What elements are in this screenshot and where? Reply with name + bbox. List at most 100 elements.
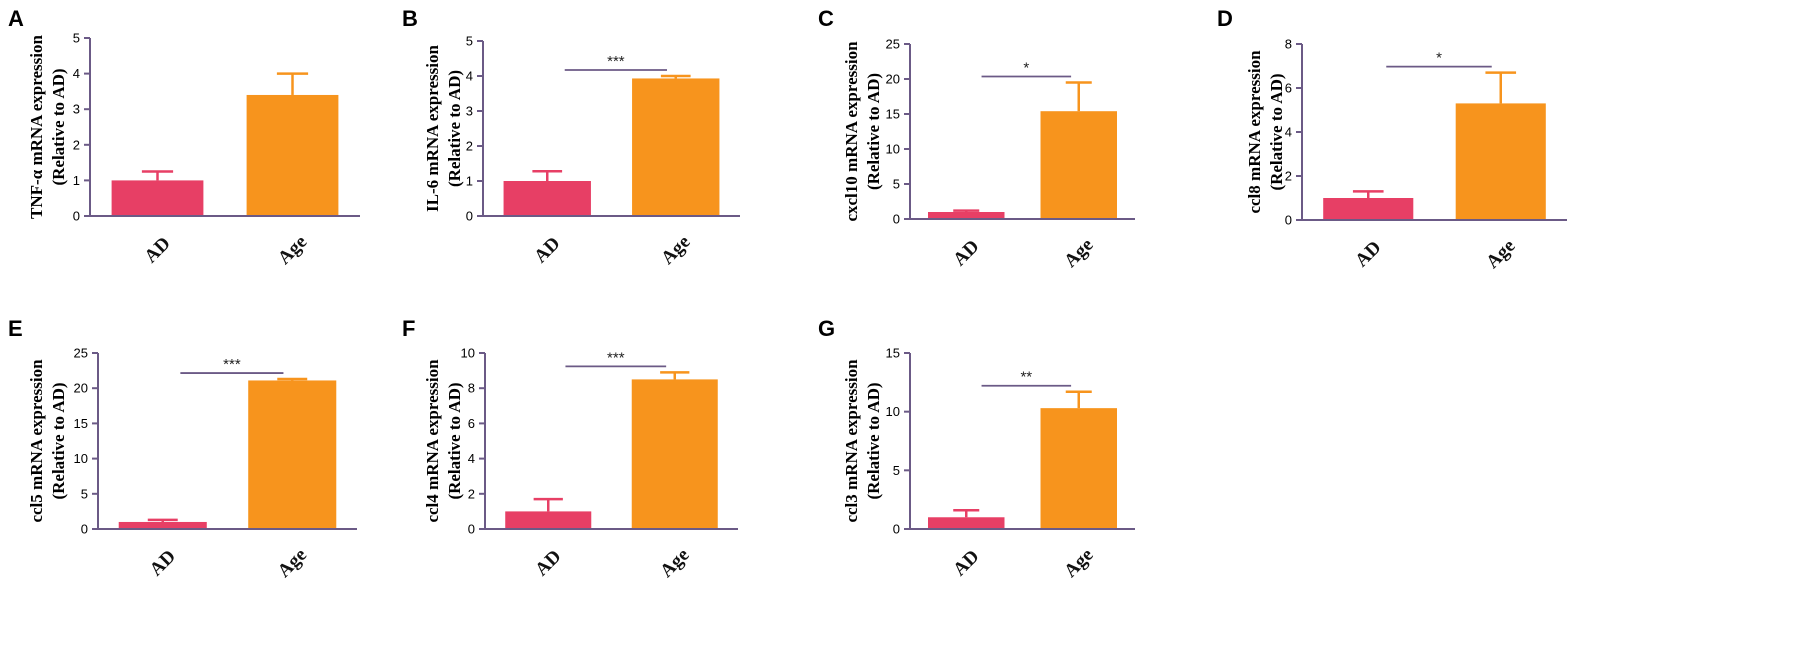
panel-letter: F [402,316,415,341]
y-tick-label: 25 [74,346,88,361]
y-axis-label-sub: (Relative to AD) [49,68,68,185]
bar-age [248,380,337,529]
category-label: Age [1060,544,1097,581]
y-axis-label-sub: (Relative to AD) [1267,73,1286,190]
y-tick-label: 15 [886,346,900,361]
bar-age [1040,408,1117,529]
significance-label: *** [607,53,625,70]
y-tick-label: 2 [73,137,80,152]
category-label: AD [1351,237,1385,271]
y-axis-label-sub: (Relative to AD) [49,382,68,499]
y-tick-label: 0 [893,212,900,227]
category-label: Age [274,544,311,581]
bar-age [1040,111,1117,219]
y-tick-label: 5 [466,34,473,49]
y-axis-label: ccl3 mRNA expression [842,359,861,523]
y-tick-label: 6 [468,416,475,431]
significance-label: *** [223,356,241,373]
y-axis-label-sub: (Relative to AD) [864,73,883,190]
y-tick-label: 0 [1285,213,1292,228]
y-tick-label: 5 [893,177,900,192]
panel-letter: A [8,6,24,31]
bar-ad [928,212,1005,219]
panel-letter: G [818,316,835,341]
y-tick-label: 0 [893,522,900,537]
category-label: Age [657,231,694,268]
y-tick-label: 1 [466,174,473,189]
y-axis-label: TNF-α mRNA expression [27,35,46,219]
y-tick-label: 3 [466,104,473,119]
y-axis-label: IL-6 mRNA expression [423,45,442,212]
y-tick-label: 10 [461,346,475,361]
y-axis-label-sub: (Relative to AD) [864,382,883,499]
bar-ad [111,180,204,216]
y-tick-label: 15 [886,107,900,122]
bar-age [632,78,720,216]
y-tick-label: 5 [73,31,80,46]
y-tick-label: 20 [886,72,900,87]
y-tick-label: 25 [886,37,900,52]
y-tick-label: 8 [468,381,475,396]
y-tick-label: 0 [466,209,473,224]
bar-ad [503,181,591,216]
bar-age [246,94,339,216]
y-tick-label: 6 [1285,81,1292,96]
y-tick-label: 2 [1285,169,1292,184]
y-tick-label: 0 [73,209,80,224]
y-tick-label: 10 [886,404,900,419]
panel-b: B IL-6 mRNA expression (Relative to AD) AD A… [402,6,740,269]
bar-ad [505,511,592,529]
category-label: Age [274,231,311,268]
y-tick-label: 4 [1285,125,1292,140]
y-tick-label: 20 [74,381,88,396]
y-tick-label: 15 [74,416,88,431]
y-tick-label: 10 [74,451,88,466]
y-tick-label: 4 [73,66,80,81]
category-label: AD [949,236,983,270]
category-label: Age [656,544,693,581]
category-label: AD [140,233,174,267]
y-tick-label: 4 [468,451,475,466]
category-label: Age [1060,234,1097,271]
y-tick-label: 5 [893,463,900,478]
significance-label: ** [1020,369,1032,386]
category-label: AD [531,546,565,580]
y-tick-label: 8 [1285,37,1292,52]
y-tick-label: 2 [466,139,473,154]
y-axis-label: cxcl10 mRNA expression [842,41,861,222]
y-tick-label: 1 [73,173,80,188]
y-axis-label: ccl5 mRNA expression [27,359,46,523]
panel-letter: E [8,316,23,341]
panel-letter: D [1217,6,1233,31]
y-tick-label: 10 [886,142,900,157]
bar-ad [928,517,1005,529]
y-axis-label-sub: (Relative to AD) [445,70,464,187]
category-label: Age [1482,235,1519,272]
y-axis-label-sub: (Relative to AD) [445,382,464,499]
y-tick-label: 0 [81,522,88,537]
y-tick-label: 3 [73,102,80,117]
y-axis-label: ccl8 mRNA expression [1245,50,1264,214]
significance-label: * [1023,60,1029,77]
bar-age [1455,103,1546,220]
panel-letter: C [818,6,834,31]
significance-label: * [1436,50,1442,67]
y-tick-label: 5 [81,486,88,501]
y-tick-label: 4 [466,69,473,84]
bar-age [631,379,718,529]
panel-letter: B [402,6,418,31]
y-tick-label: 2 [468,486,475,501]
category-label: AD [949,546,983,580]
y-axis-label: ccl4 mRNA expression [423,359,442,523]
y-tick-label: 0 [468,522,475,537]
bar-ad [1323,198,1414,220]
category-label: AD [530,233,564,267]
bar-ad [118,521,207,529]
significance-label: *** [607,349,625,366]
